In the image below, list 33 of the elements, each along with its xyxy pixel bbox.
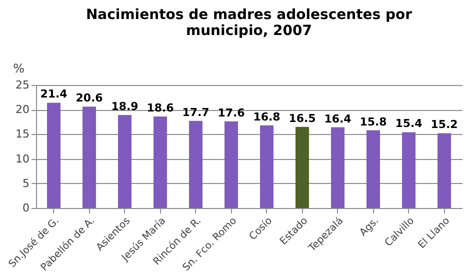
- bar: [438, 133, 451, 208]
- chart-title: Nacimientos de madres adolescentes por municipio, 2007: [86, 7, 412, 39]
- data-label: 18.9: [111, 100, 138, 114]
- data-label: 16.4: [324, 112, 352, 126]
- data-label: 15.4: [395, 117, 423, 130]
- bar: [47, 102, 60, 208]
- data-label: 15.2: [430, 118, 458, 132]
- y-tick-label: 0: [22, 202, 30, 214]
- data-label: 16.5: [288, 112, 316, 125]
- bar: [189, 120, 202, 208]
- data-label: 17.6: [218, 106, 246, 120]
- y-tick-label: 20: [16, 103, 30, 116]
- y-tick-label: 15: [16, 128, 30, 141]
- x-tick-label: Ags.: [358, 216, 382, 239]
- data-label: 17.7: [182, 106, 210, 119]
- bar: [224, 121, 238, 208]
- data-label: 20.6: [76, 92, 104, 105]
- y-tick-label: 5: [22, 176, 30, 190]
- y-tick-label: 10: [16, 152, 30, 166]
- bar: [154, 116, 167, 208]
- bar: [118, 115, 132, 208]
- bar: [331, 127, 344, 208]
- bar: [260, 125, 274, 208]
- data-label: 15.8: [360, 115, 387, 128]
- y-axis-title: %: [13, 62, 24, 76]
- data-label: 18.6: [146, 101, 174, 114]
- data-label: 21.4: [40, 88, 68, 101]
- bar: [296, 126, 309, 208]
- bar: [366, 130, 380, 208]
- data-label: 16.8: [253, 110, 280, 124]
- bar: [82, 106, 96, 208]
- y-tick-label: 25: [16, 78, 30, 92]
- bar: [402, 132, 416, 208]
